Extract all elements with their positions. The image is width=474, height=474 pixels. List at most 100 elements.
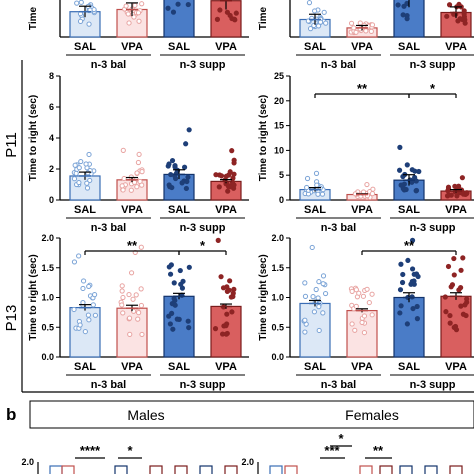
data-point [78,0,84,5]
b-bar-top [149,465,163,474]
b-bar-top [399,465,413,474]
data-point [404,162,410,168]
group-label: n-3 bal [91,379,126,391]
category-label: SAL [168,41,190,53]
data-point [462,17,468,23]
data-point [302,329,308,335]
data-point [119,302,125,308]
data-point [461,8,467,14]
panel-top-left: Time SAL VPA SAL VPA n-3 bal n-3 supp [28,0,249,71]
data-point [412,174,418,181]
data-point [223,331,229,337]
group-label: n-3 supp [410,59,456,71]
data-point [316,327,322,334]
sig-label: * [200,238,206,253]
data-point [71,306,77,313]
group-label: n-3 supp [180,59,226,71]
data-point [414,316,421,322]
data-point [126,291,132,298]
y-tick-label: 10 [274,145,284,155]
sex-label-males: Males [127,407,164,423]
data-point [169,157,176,164]
data-point [229,148,235,154]
data-point [121,175,127,182]
data-point [178,281,184,287]
row-label-p11: P11 [3,132,20,158]
data-point [184,178,190,185]
data-point [76,253,82,259]
data-point [185,318,191,324]
data-point [233,10,239,16]
y-tick-label: 15 [274,121,284,131]
data-point [458,285,464,291]
data-point [170,9,177,15]
category-label: VPA [215,361,237,373]
data-point [167,271,174,277]
data-point [364,181,370,188]
data-point [306,0,313,6]
b-sig-label: * [127,443,133,458]
data-point [80,278,87,284]
data-point [304,184,310,191]
data-point [322,290,329,297]
category-label: SAL [304,41,326,53]
data-point [218,274,224,280]
data-point [319,191,326,197]
data-point [366,299,372,306]
data-point [170,326,176,332]
y-axis-label: Time to right (sec) [28,95,39,182]
data-point [86,21,92,27]
data-point [135,316,141,322]
data-point [312,8,318,14]
b-right-tick-label: 2.0 [241,457,254,467]
y-tick-label: 1.5 [41,263,54,273]
data-point [86,283,92,290]
data-point [317,19,324,25]
data-point [304,175,311,182]
y-tick-label: 4 [49,133,54,143]
data-point [409,237,416,243]
data-point [179,180,185,186]
category-label: VPA [351,361,373,373]
data-point [364,286,370,292]
data-point [91,6,97,13]
data-point [227,278,233,284]
data-point [183,141,189,147]
data-point [139,182,145,188]
data-point [409,266,416,272]
data-point [131,179,138,185]
data-point [455,18,461,24]
data-point [369,312,375,318]
data-point [446,2,453,8]
data-point [400,271,406,278]
data-point [452,323,459,330]
y-tick-label: 1.0 [271,293,284,303]
data-point [443,309,449,315]
data-point [131,14,137,20]
category-label: SAL [74,41,96,53]
group-label: n-3 bal [321,222,356,234]
sex-header-box [29,400,474,429]
data-point [462,302,468,308]
data-point [92,312,99,318]
data-point [120,147,126,153]
data-point [169,184,175,191]
data-point [172,163,178,169]
data-point [400,12,406,18]
data-point [351,25,357,31]
data-point [227,12,233,19]
data-point [228,294,234,300]
data-point [353,303,359,309]
panel-b-letter: b [6,405,16,424]
data-point [315,191,321,197]
b-bar-top [199,465,213,474]
data-point [165,163,171,169]
y-tick-label: 5 [279,170,284,180]
b-bar-top [174,465,188,474]
data-point [92,292,98,298]
data-point [84,185,91,191]
b-bar-top [379,465,393,474]
b-sig-label: * [338,431,344,446]
data-point [78,158,84,165]
